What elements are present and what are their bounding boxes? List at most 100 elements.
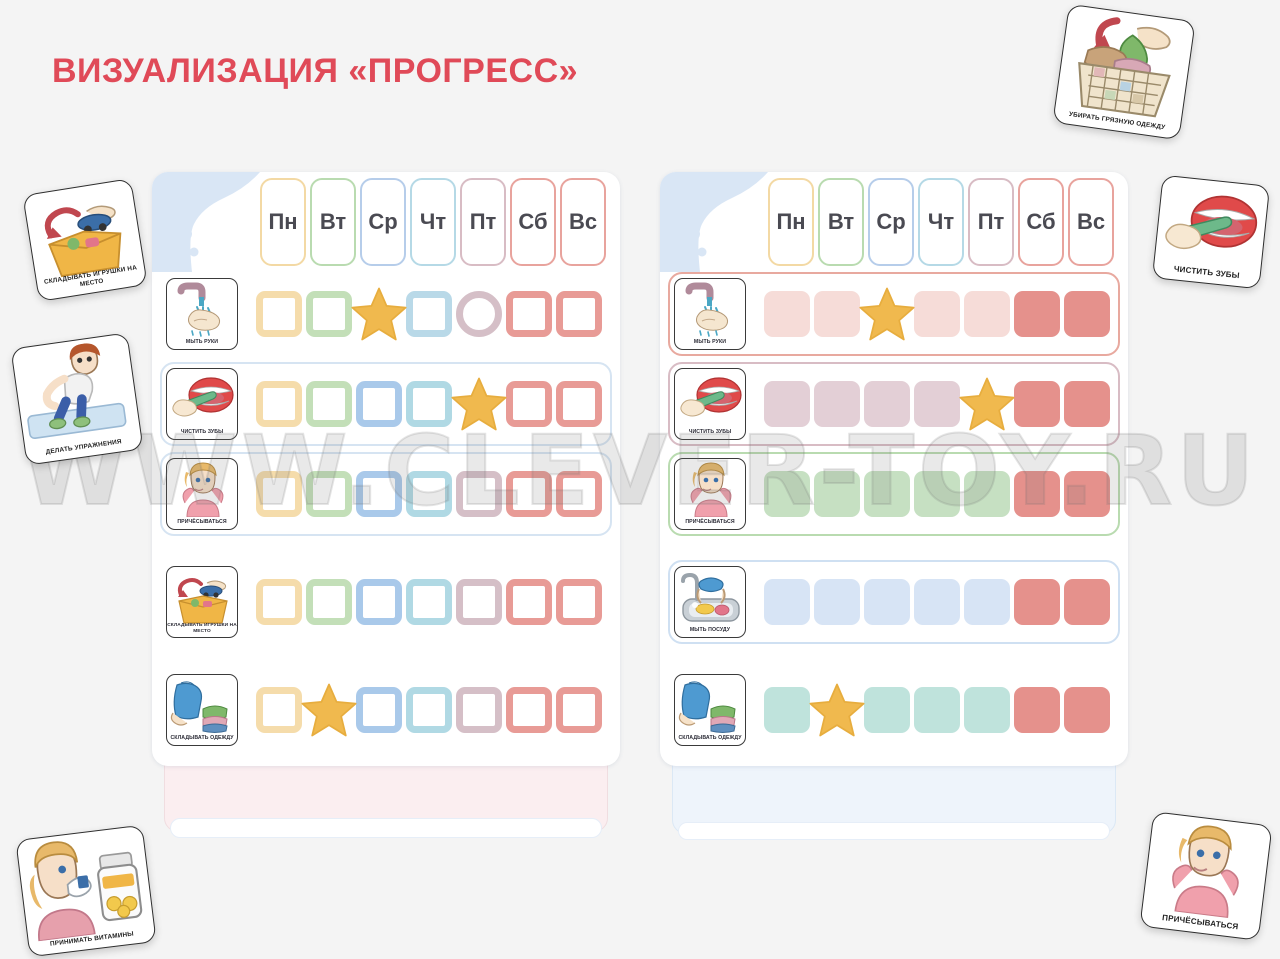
day-column-3[interactable]: Ср	[868, 178, 914, 266]
star-cell[interactable]	[809, 683, 865, 737]
empty-cell[interactable]	[506, 471, 552, 517]
put-toys-away-icon[interactable]: СКЛАДЫВАТЬ ИГРУШКИ НА МЕСТО	[166, 566, 238, 638]
filled-cell[interactable]	[1064, 291, 1110, 337]
day-column-7[interactable]: Вс	[560, 178, 606, 266]
brush-teeth-icon[interactable]: ЧИСТИТЬ ЗУБЫ	[674, 368, 746, 440]
card-brush-teeth[interactable]: ЧИСТИТЬ ЗУБЫ	[1151, 174, 1271, 290]
task-row[interactable]: ЧИСТИТЬ ЗУБЫ	[160, 362, 612, 446]
empty-cell[interactable]	[506, 291, 552, 337]
empty-cell[interactable]	[306, 471, 352, 517]
empty-cell[interactable]	[256, 291, 302, 337]
filled-cell[interactable]	[1014, 687, 1060, 733]
day-column-5[interactable]: Пт	[968, 178, 1014, 266]
filled-cell[interactable]	[814, 471, 860, 517]
filled-cell[interactable]	[864, 579, 910, 625]
empty-cell[interactable]	[306, 381, 352, 427]
day-column-1[interactable]: Пн	[260, 178, 306, 266]
filled-cell[interactable]	[814, 291, 860, 337]
empty-cell[interactable]	[406, 579, 452, 625]
empty-cell[interactable]	[456, 471, 502, 517]
star-cell[interactable]	[859, 287, 915, 341]
day-column-2[interactable]: Вт	[310, 178, 356, 266]
filled-cell[interactable]	[764, 381, 810, 427]
day-column-6[interactable]: Сб	[1018, 178, 1064, 266]
filled-cell[interactable]	[1014, 291, 1060, 337]
empty-cell[interactable]	[456, 579, 502, 625]
task-row[interactable]: ЧИСТИТЬ ЗУБЫ	[668, 362, 1120, 446]
comb-hair-icon[interactable]: ПРИЧЁСЫВАТЬСЯ	[166, 458, 238, 530]
filled-cell[interactable]	[864, 381, 910, 427]
day-column-4[interactable]: Чт	[410, 178, 456, 266]
empty-cell[interactable]	[506, 687, 552, 733]
filled-cell[interactable]	[764, 471, 810, 517]
star-cell[interactable]	[451, 377, 507, 431]
filled-cell[interactable]	[914, 471, 960, 517]
empty-cell[interactable]	[556, 579, 602, 625]
filled-cell[interactable]	[764, 579, 810, 625]
filled-cell[interactable]	[1064, 471, 1110, 517]
empty-cell[interactable]	[406, 471, 452, 517]
empty-cell[interactable]	[356, 471, 402, 517]
wash-dishes-icon[interactable]: МЫТЬ ПОСУДУ	[674, 566, 746, 638]
empty-cell[interactable]	[506, 381, 552, 427]
filled-cell[interactable]	[1064, 381, 1110, 427]
empty-cell[interactable]	[256, 381, 302, 427]
day-column-3[interactable]: Ср	[360, 178, 406, 266]
day-column-1[interactable]: Пн	[768, 178, 814, 266]
filled-cell[interactable]	[864, 471, 910, 517]
day-column-4[interactable]: Чт	[918, 178, 964, 266]
empty-cell[interactable]	[556, 471, 602, 517]
filled-cell[interactable]	[964, 291, 1010, 337]
filled-cell[interactable]	[964, 471, 1010, 517]
brush-teeth-icon[interactable]: ЧИСТИТЬ ЗУБЫ	[166, 368, 238, 440]
filled-cell[interactable]	[1064, 579, 1110, 625]
day-column-6[interactable]: Сб	[510, 178, 556, 266]
task-row[interactable]: МЫТЬ РУКИ	[668, 272, 1120, 356]
wash-hands-icon[interactable]: МЫТЬ РУКИ	[674, 278, 746, 350]
empty-cell[interactable]	[506, 579, 552, 625]
card-put-toys-away[interactable]: СКЛАДЫВАТЬ ИГРУШКИ НА МЕСТО	[22, 178, 148, 302]
empty-cell[interactable]	[306, 579, 352, 625]
empty-cell[interactable]	[256, 687, 302, 733]
filled-cell[interactable]	[914, 687, 960, 733]
comb-hair-icon[interactable]: ПРИЧЁСЫВАТЬСЯ	[674, 458, 746, 530]
filled-cell[interactable]	[814, 381, 860, 427]
task-row[interactable]: СКЛАДЫВАТЬ ИГРУШКИ НА МЕСТО	[160, 560, 612, 644]
task-row[interactable]: МЫТЬ РУКИ	[160, 272, 612, 356]
filled-cell[interactable]	[1014, 381, 1060, 427]
filled-cell[interactable]	[764, 687, 810, 733]
filled-cell[interactable]	[914, 291, 960, 337]
circle-cell[interactable]	[456, 291, 502, 337]
card-do-exercises[interactable]: ДЕЛАТЬ УПРАЖНЕНИЯ	[10, 332, 144, 466]
day-column-7[interactable]: Вс	[1068, 178, 1114, 266]
empty-cell[interactable]	[456, 687, 502, 733]
filled-cell[interactable]	[914, 579, 960, 625]
empty-cell[interactable]	[406, 381, 452, 427]
wash-hands-icon[interactable]: МЫТЬ РУКИ	[166, 278, 238, 350]
task-row[interactable]: СКЛАДЫВАТЬ ОДЕЖДУ	[160, 668, 612, 752]
task-row[interactable]: ПРИЧЁСЫВАТЬСЯ	[160, 452, 612, 536]
fold-clothes-icon[interactable]: СКЛАДЫВАТЬ ОДЕЖДУ	[674, 674, 746, 746]
day-column-2[interactable]: Вт	[818, 178, 864, 266]
filled-cell[interactable]	[914, 381, 960, 427]
empty-cell[interactable]	[556, 381, 602, 427]
star-cell[interactable]	[959, 377, 1015, 431]
empty-cell[interactable]	[406, 291, 452, 337]
empty-cell[interactable]	[356, 579, 402, 625]
filled-cell[interactable]	[1014, 471, 1060, 517]
card-take-vitamins[interactable]: ПРИНИМАТЬ ВИТАМИНЫ	[15, 824, 157, 958]
card-comb-hair[interactable]: ПРИЧЁСЫВАТЬСЯ	[1139, 811, 1273, 941]
filled-cell[interactable]	[764, 291, 810, 337]
task-row[interactable]: МЫТЬ ПОСУДУ	[668, 560, 1120, 644]
card-put-dirty-clothes[interactable]: УБИРАТЬ ГРЯЗНУЮ ОДЕЖДУ	[1052, 3, 1196, 141]
empty-cell[interactable]	[256, 579, 302, 625]
day-column-5[interactable]: Пт	[460, 178, 506, 266]
filled-cell[interactable]	[964, 687, 1010, 733]
task-row[interactable]: СКЛАДЫВАТЬ ОДЕЖДУ	[668, 668, 1120, 752]
empty-cell[interactable]	[406, 687, 452, 733]
filled-cell[interactable]	[1014, 579, 1060, 625]
empty-cell[interactable]	[556, 291, 602, 337]
filled-cell[interactable]	[964, 579, 1010, 625]
fold-clothes-icon[interactable]: СКЛАДЫВАТЬ ОДЕЖДУ	[166, 674, 238, 746]
empty-cell[interactable]	[356, 381, 402, 427]
